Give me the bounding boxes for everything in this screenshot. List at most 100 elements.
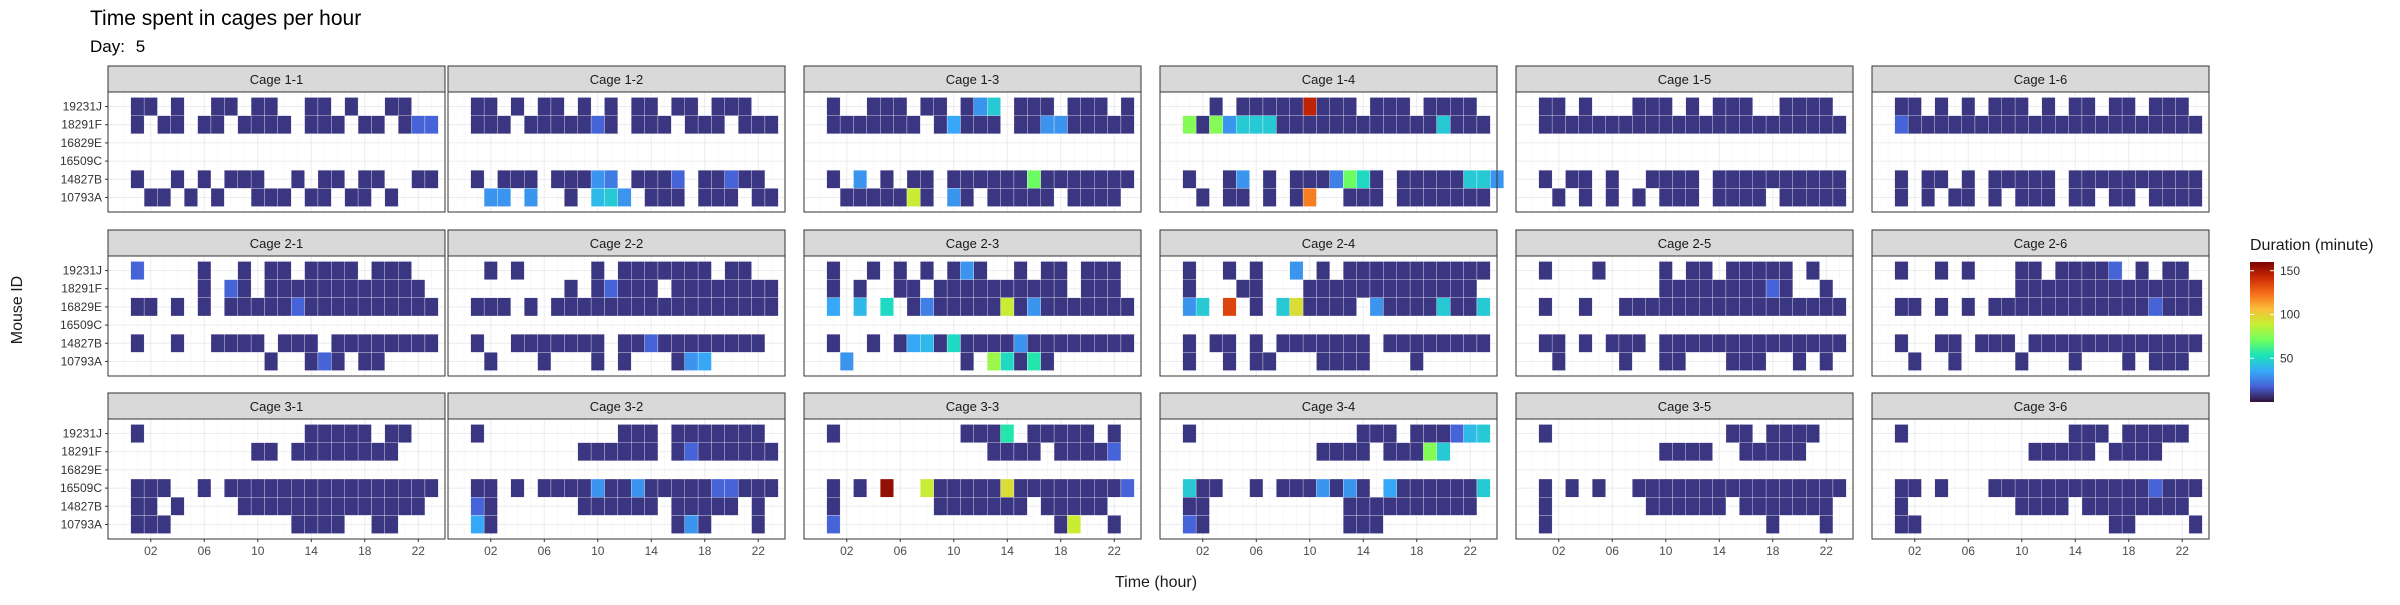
heatmap-cell (1316, 261, 1330, 280)
heatmap-cell (304, 497, 319, 516)
heatmap-cell (1685, 297, 1700, 317)
heatmap-cell (987, 97, 1001, 116)
heatmap-cell (1080, 478, 1095, 498)
heatmap-cell (1725, 279, 1740, 298)
heatmap-cell (2081, 424, 2096, 443)
heatmap-cell (1988, 115, 2002, 134)
panel-border (1871, 91, 2210, 213)
heatmap-cell (2162, 115, 2176, 134)
heatmap-cell (1779, 170, 1793, 189)
heatmap-cell (550, 97, 565, 116)
heatmap-cell (384, 478, 399, 498)
heatmap-cell (524, 334, 538, 353)
chart-subtitle: Day: 5 (90, 37, 145, 56)
heatmap-cell (1222, 297, 1237, 317)
panel-border (1159, 91, 1498, 213)
heatmap-cell (1423, 170, 1437, 189)
heatmap-cell (973, 97, 988, 116)
heatmap-cell (1712, 115, 1727, 134)
heatmap-cell (711, 170, 725, 189)
heatmap-cell (1592, 261, 1606, 280)
heatmap-cell (1423, 424, 1437, 443)
heatmap-cell (1974, 115, 1989, 134)
heatmap-cell (1921, 170, 1936, 189)
heatmap-cell (304, 478, 319, 498)
heatmap-cell (1685, 478, 1700, 498)
heatmap-cell (960, 424, 974, 443)
heatmap-cell (1907, 97, 1922, 116)
x-tick-label: 10 (947, 544, 961, 558)
heatmap-cell (143, 97, 158, 116)
heatmap-cell (617, 442, 632, 461)
heatmap-cell (2001, 478, 2016, 498)
heatmap-cell (853, 279, 868, 298)
heatmap-cell (1040, 352, 1055, 371)
heatmap-cell (2041, 97, 2056, 116)
panel-border (1871, 255, 2210, 377)
heatmap-cell (1894, 170, 1909, 189)
heatmap-cell (1027, 352, 1041, 371)
heatmap-cell (2121, 97, 2136, 116)
heatmap-cell (2108, 188, 2123, 207)
heatmap-cell (291, 515, 305, 534)
heatmap-cell (2095, 279, 2109, 298)
heatmap-cell (1276, 97, 1290, 116)
heatmap-cell (371, 442, 385, 461)
heatmap-cell (1249, 478, 1264, 498)
heatmap-cell (1948, 188, 1962, 207)
heatmap-cell (1013, 170, 1028, 189)
heatmap-cell (510, 334, 525, 353)
facet-strip-label: Cage 3-4 (1302, 399, 1355, 414)
x-tick-label: 14 (1001, 544, 1015, 558)
heatmap-cell (1094, 297, 1108, 317)
heatmap-cell (1067, 442, 1081, 461)
heatmap-cell (483, 115, 498, 134)
heatmap-cell (1262, 352, 1277, 371)
heatmap-cell (1027, 424, 1041, 443)
heatmap-cell (1249, 352, 1264, 371)
heatmap-cell (1894, 334, 1909, 353)
heatmap-cell (1383, 97, 1397, 116)
heatmap-cell (826, 261, 841, 280)
heatmap-cell (644, 497, 659, 516)
heatmap-cell (2081, 442, 2096, 461)
heatmap-cell (1080, 424, 1095, 443)
facet-strip (447, 229, 786, 257)
heatmap-cell (1739, 497, 1753, 516)
heatmap-cell (1752, 352, 1767, 371)
heatmap-cell (470, 334, 485, 353)
facet-strip (447, 65, 786, 93)
y-tick-label: 19231J (63, 264, 102, 278)
heatmap-cell (1450, 170, 1464, 189)
heatmap-cell (2014, 97, 2029, 116)
heatmap-cell (2068, 442, 2083, 461)
heatmap-cell (1067, 97, 1081, 116)
heatmap-cell (1423, 297, 1437, 317)
heatmap-cell (2148, 497, 2163, 516)
heatmap-cell (331, 297, 345, 317)
heatmap-cell (1832, 334, 1847, 353)
heatmap-cell (631, 334, 645, 353)
heatmap-cell (1396, 442, 1411, 461)
heatmap-cell (1819, 97, 1834, 116)
heatmap-cell (1739, 442, 1753, 461)
heatmap-cell (866, 188, 881, 207)
heatmap-cell (398, 297, 412, 317)
heatmap-cell (1369, 115, 1384, 134)
heatmap-cell (1948, 352, 1962, 371)
heatmap-cell (1195, 478, 1210, 498)
heatmap-cell (371, 297, 385, 317)
x-tick-label: 14 (2069, 544, 2083, 558)
heatmap-cell (2121, 442, 2136, 461)
heatmap-cell (1209, 97, 1224, 116)
x-tick-label: 02 (840, 544, 854, 558)
heatmap-cell (2108, 261, 2123, 280)
heatmap-cell (1040, 478, 1055, 498)
heatmap-cell (1316, 297, 1330, 317)
heatmap-cell (2148, 297, 2163, 317)
heatmap-cell (1699, 442, 1713, 461)
y-tick-label: 18291F (61, 118, 102, 132)
y-tick-label: 10793A (61, 354, 102, 368)
heatmap-cell (524, 297, 538, 317)
heatmap-cell (1040, 188, 1055, 207)
